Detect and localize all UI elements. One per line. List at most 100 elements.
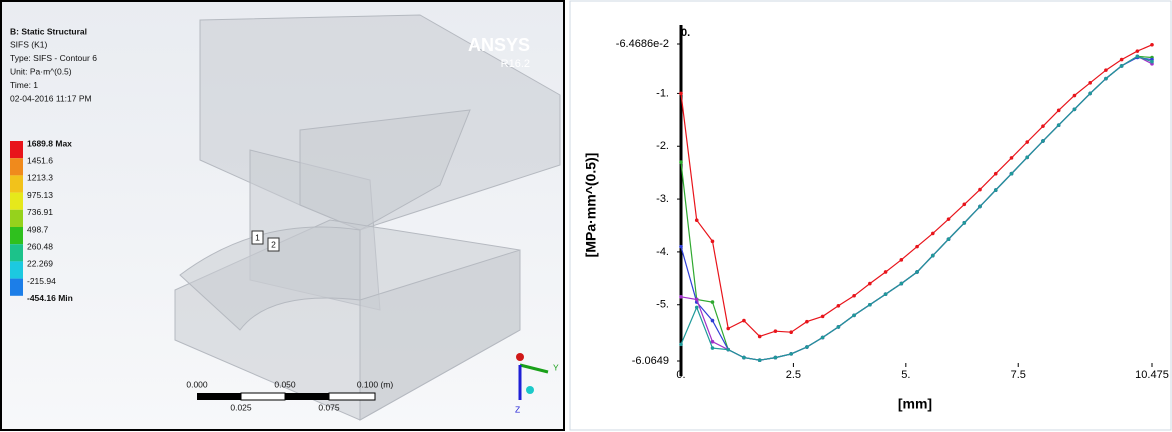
page: ANSYS R16.2 B: Static StructuralSIFS (K1… <box>0 0 1172 432</box>
data-point <box>726 327 730 331</box>
data-point <box>978 188 982 192</box>
data-point <box>805 320 809 324</box>
data-point <box>852 294 856 298</box>
legend-label: -454.16 Min <box>27 293 73 303</box>
data-point <box>711 346 715 350</box>
header-line: Time: 1 <box>10 80 38 90</box>
data-point <box>742 319 746 323</box>
legend-swatch <box>10 279 23 296</box>
y-tick-label: -6.0649 <box>632 355 669 367</box>
legend-label: 260.48 <box>27 241 53 251</box>
data-point <box>1010 172 1014 176</box>
chart-panel: 0. [mm] [MPa·mm^(0.5)] -6.4686e-2 -1. -2. -… <box>570 1 1171 430</box>
data-point <box>868 303 872 307</box>
data-point <box>931 232 935 236</box>
y-tick-label: -6.4686e-2 <box>616 38 669 50</box>
data-point <box>758 358 762 362</box>
data-point <box>852 314 856 318</box>
data-point <box>1150 60 1154 64</box>
data-point <box>884 292 888 296</box>
data-point <box>900 282 904 286</box>
legend-label: 22.269 <box>27 259 53 269</box>
legend-label: 498.7 <box>27 224 49 234</box>
data-point <box>1073 107 1077 111</box>
data-point <box>962 221 966 225</box>
data-point <box>868 282 872 286</box>
data-point <box>884 270 888 274</box>
x-tick-label: 0. <box>676 369 685 381</box>
data-point <box>711 240 715 244</box>
data-point <box>821 336 825 340</box>
legend-label: 1689.8 Max <box>27 138 72 148</box>
legend-label: 1213.3 <box>27 173 53 183</box>
data-point <box>789 352 793 356</box>
data-point <box>805 345 809 349</box>
legend-swatch <box>10 227 23 244</box>
data-point <box>695 218 699 222</box>
data-point <box>1104 77 1108 81</box>
data-point <box>1088 81 1092 85</box>
data-point <box>679 343 683 347</box>
scale-bar <box>197 393 375 400</box>
y-tick-label: -1. <box>656 87 669 99</box>
data-point <box>742 356 746 360</box>
data-point <box>821 315 825 319</box>
data-point <box>1088 92 1092 96</box>
data-point <box>1057 109 1061 113</box>
data-point <box>915 245 919 249</box>
data-point <box>1104 68 1108 72</box>
data-point <box>695 306 699 310</box>
data-point <box>1025 140 1029 144</box>
data-point <box>1041 139 1045 143</box>
probe-label: 1 <box>255 232 260 242</box>
data-point <box>915 270 919 274</box>
scale-label: 0.050 <box>274 379 296 389</box>
data-point <box>679 160 683 164</box>
data-point <box>758 335 762 339</box>
data-point <box>931 254 935 258</box>
data-point <box>1073 94 1077 98</box>
data-point <box>774 329 778 333</box>
logo: ANSYS <box>468 35 530 55</box>
screen: ANSYS R16.2 B: Static StructuralSIFS (K1… <box>0 0 1172 432</box>
legend-label: 1451.6 <box>27 155 53 165</box>
x-tick-label: 10.475 <box>1135 369 1169 381</box>
data-point <box>1025 156 1029 160</box>
x-tick-label: 7.5 <box>1011 369 1026 381</box>
data-point <box>1136 55 1140 59</box>
y-tick-label: -2. <box>656 140 669 152</box>
legend-swatch <box>10 244 23 261</box>
data-point <box>1120 64 1124 68</box>
data-point <box>837 304 841 308</box>
legend-swatch <box>10 141 23 158</box>
triad-label: Z <box>515 404 520 414</box>
data-point <box>994 188 998 192</box>
legend-swatch <box>10 175 23 192</box>
data-point <box>1041 124 1045 128</box>
data-point <box>978 205 982 209</box>
data-point <box>1150 43 1154 47</box>
scale-label: 0.100 (m) <box>357 379 394 389</box>
data-point <box>1010 156 1014 160</box>
x-tick-label: 2.5 <box>786 369 801 381</box>
data-point <box>947 237 951 241</box>
data-point <box>1057 123 1061 127</box>
data-point <box>962 203 966 207</box>
legend-label: 736.91 <box>27 207 53 217</box>
data-point <box>679 295 683 299</box>
data-point <box>1120 58 1124 62</box>
data-point <box>994 172 998 176</box>
header-line: 02-04-2016 11:17 PM <box>10 93 92 103</box>
y-axis-title: [MPa·mm^(0.5)] <box>583 153 599 258</box>
version: R16.2 <box>501 58 530 70</box>
scale-label: 0.000 <box>186 379 208 389</box>
legend-label: -215.94 <box>27 276 56 286</box>
x-axis-title: [mm] <box>898 396 932 412</box>
data-point <box>789 330 793 334</box>
data-point <box>900 258 904 262</box>
x-tick-label: 5. <box>901 369 910 381</box>
data-point <box>726 348 730 352</box>
header-line: Type: SIFS - Contour 6 <box>10 53 97 63</box>
y-tick-label: -4. <box>656 246 669 258</box>
